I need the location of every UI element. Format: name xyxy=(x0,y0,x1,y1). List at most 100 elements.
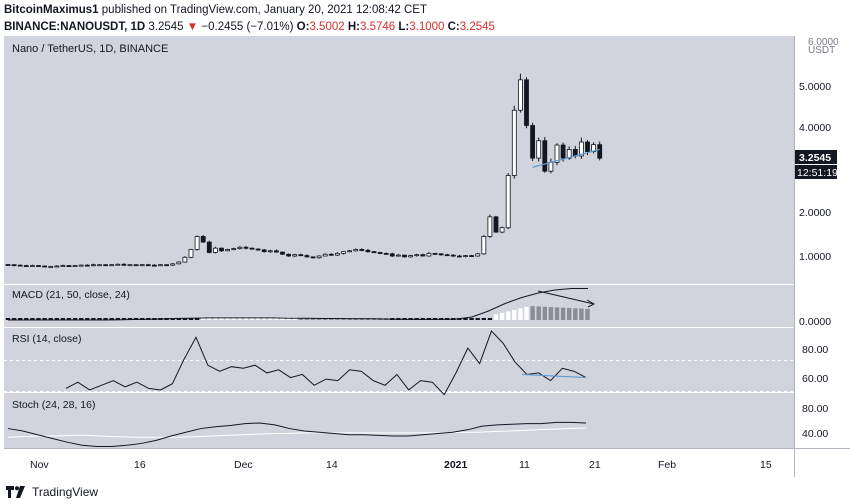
candle-up xyxy=(414,254,420,257)
ohlc-line: BINANCE:NANOUSDT, 1D 3.2545 ▼ −0.2455 (−… xyxy=(4,19,846,36)
candle-up xyxy=(554,144,560,163)
high-value: 3.5746 xyxy=(359,21,396,33)
macd-histogram-bar xyxy=(542,306,547,320)
candle-down xyxy=(103,264,108,267)
chart-header: BitcoinMaximus1 published on TradingView… xyxy=(4,2,846,38)
time-axis[interactable] xyxy=(4,449,794,477)
rsi-pane[interactable] xyxy=(4,328,794,392)
candle-down xyxy=(365,249,371,253)
macd-histogram-bar xyxy=(548,307,554,320)
time-tick: Feb xyxy=(658,459,676,471)
price-pane[interactable] xyxy=(4,36,794,284)
time-tick: 14 xyxy=(326,459,338,471)
candle-down xyxy=(286,253,292,257)
chart-area[interactable]: Nano / TetherUS, 1D, BINANCE MACD (21, 5… xyxy=(0,36,850,480)
candle-down xyxy=(310,256,316,259)
candle-up xyxy=(139,264,145,267)
macd-histogram-bar xyxy=(475,318,480,320)
candle-up xyxy=(188,249,194,258)
publication-line: BitcoinMaximus1 published on TradingView… xyxy=(4,2,846,19)
macd-histogram-bar xyxy=(231,317,236,320)
candle-up xyxy=(499,227,505,233)
macd-histogram-bar xyxy=(109,318,114,320)
change-value: −0.2455 (−7.01%) xyxy=(201,21,294,33)
candle-up xyxy=(463,255,468,257)
high-label: H: xyxy=(347,21,360,33)
price-tick: 5.0000 xyxy=(799,81,831,93)
candle-down xyxy=(450,254,456,257)
macd-histogram-bar xyxy=(201,317,206,320)
candle-down xyxy=(164,264,170,267)
macd-histogram-bar xyxy=(48,318,53,320)
macd-histogram-bar xyxy=(506,311,511,320)
candle-up xyxy=(109,264,115,267)
candle-down xyxy=(255,248,261,251)
candle-up xyxy=(408,255,414,258)
macd-histogram-bar xyxy=(42,318,47,320)
candle-down xyxy=(206,241,212,253)
close-label: C: xyxy=(447,21,460,33)
candle-down xyxy=(23,265,29,267)
footer-brand[interactable]: TradingView xyxy=(32,485,99,499)
macd-histogram-bar xyxy=(304,318,310,320)
macd-histogram-bar xyxy=(268,317,273,320)
macd-histogram-bar xyxy=(536,306,541,320)
candle-down xyxy=(493,216,499,233)
footer: TradingView xyxy=(6,482,98,502)
stoch-pane[interactable] xyxy=(4,393,794,448)
candle-down xyxy=(377,252,383,254)
macd-histogram-bar xyxy=(262,317,267,320)
candle-up xyxy=(316,255,322,259)
macd-histogram-bar xyxy=(24,318,29,320)
arrow-head-icon xyxy=(586,299,596,308)
candle-down xyxy=(261,249,267,253)
macd-histogram-bar xyxy=(127,318,133,320)
macd-histogram-bar xyxy=(85,318,90,320)
candle-up xyxy=(487,216,493,237)
candle-up xyxy=(334,252,340,256)
macd-histogram-bar xyxy=(512,309,517,320)
rsi-pane-title: RSI (14, close) xyxy=(12,333,81,345)
last-price: 3.2545 xyxy=(148,21,184,33)
candle-down xyxy=(66,265,72,267)
candle-down xyxy=(524,79,529,126)
candle-down xyxy=(402,254,407,258)
candle-down xyxy=(121,263,127,266)
macd-histogram-bar xyxy=(66,318,72,320)
macd-histogram-bar xyxy=(115,318,120,320)
candle-down xyxy=(243,246,249,249)
macd-histogram-bar xyxy=(219,317,224,320)
time-tick: Nov xyxy=(30,459,49,471)
tradingview-logo-icon[interactable] xyxy=(6,486,26,498)
chart-svg[interactable]: Nano / TetherUS, 1D, BINANCE MACD (21, 5… xyxy=(0,36,850,480)
macd-histogram-bar xyxy=(11,318,17,320)
candle-up xyxy=(170,263,176,266)
candle-down xyxy=(585,141,590,152)
author-name[interactable]: BitcoinMaximus1 xyxy=(4,4,99,16)
macd-histogram-bar xyxy=(207,317,212,320)
candle-down xyxy=(304,255,310,258)
candle-down xyxy=(11,264,17,267)
countdown-badge xyxy=(795,165,837,179)
candle-down xyxy=(530,125,535,159)
candle-up xyxy=(341,251,346,254)
candle-down xyxy=(456,255,462,258)
candle-up xyxy=(194,236,200,250)
macd-histogram-bar xyxy=(579,308,584,320)
macd-histogram-bar xyxy=(329,318,334,320)
time-tick: 21 xyxy=(589,459,601,471)
candle-down xyxy=(438,253,444,256)
time-tick: 11 xyxy=(519,459,530,471)
macd-histogram-bar xyxy=(316,318,322,320)
candle-up xyxy=(505,175,511,229)
candle-up xyxy=(115,263,121,266)
macd-histogram-bar xyxy=(5,318,11,320)
macd-histogram-bar xyxy=(194,318,200,320)
symbol-label[interactable]: BINANCE:NANOUSDT, 1D xyxy=(4,21,146,33)
candle-down xyxy=(298,254,304,257)
candle-up xyxy=(548,162,554,172)
macd-histogram-bar xyxy=(182,318,188,320)
published-text: published on TradingView.com, January 20… xyxy=(101,4,427,16)
candle-down xyxy=(389,253,395,257)
rsi-tick: 60.00 xyxy=(802,373,828,385)
